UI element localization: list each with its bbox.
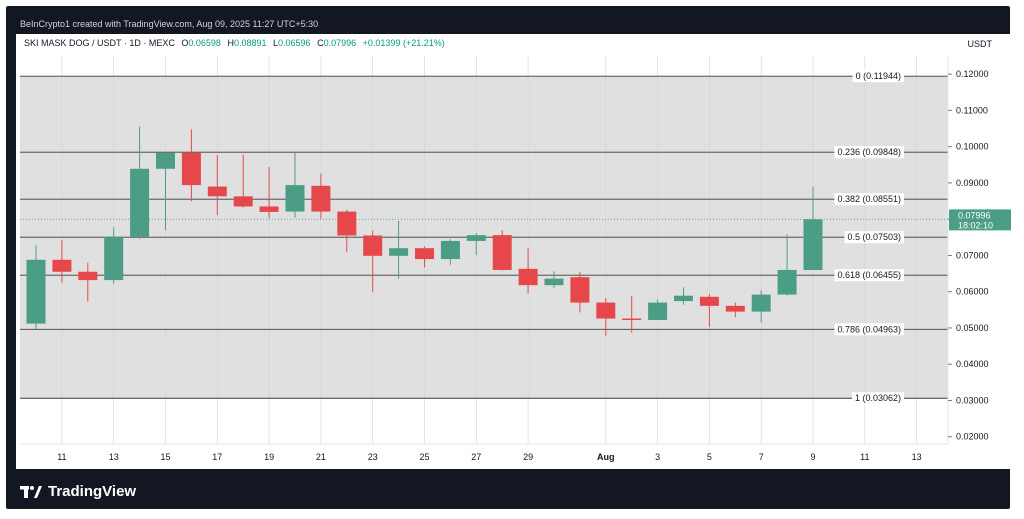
x-tick-label: 11 [860, 452, 869, 462]
candle-body [648, 302, 668, 320]
candle-body [466, 235, 486, 241]
y-tick-label: 0.02000 [956, 432, 989, 442]
candle-body [311, 185, 331, 212]
candle-body [777, 269, 797, 295]
candle-body [233, 196, 253, 207]
candle-body [363, 235, 383, 256]
chart-frame: BeInCrypto1 created with TradingView.com… [6, 6, 1012, 509]
x-tick-label: 19 [264, 452, 274, 462]
candle-body [207, 186, 227, 197]
y-tick-label: 0.09000 [956, 178, 989, 188]
candle-body [492, 235, 512, 270]
candle-body [596, 302, 616, 319]
candle-body [389, 248, 409, 256]
y-tick-label: 0.11000 [956, 105, 988, 115]
high-value: 0.08891 [233, 38, 267, 48]
fib-level-label: 0.236 (0.09848) [837, 147, 901, 157]
fib-level-label: 1 (0.03062) [855, 393, 901, 403]
candle-body [518, 268, 538, 286]
candle-body [156, 152, 175, 169]
x-tick-label: 21 [316, 452, 326, 462]
y-tick-label: 0.07000 [956, 250, 989, 260]
brand-name: TradingView [48, 483, 137, 500]
candle-body [699, 296, 719, 306]
fib-label-bg [851, 392, 904, 405]
x-tick-label: 25 [419, 452, 429, 462]
candle-body [130, 168, 150, 237]
candlestick-chart[interactable]: 0 (0.11944) 0.236 (0.09848) 0.382 (0.08551… [16, 34, 1012, 469]
x-tick-label: 29 [523, 452, 533, 462]
x-tick-label: 15 [160, 452, 170, 462]
candle-body [544, 278, 564, 286]
fib-label-bg [844, 231, 904, 244]
candle-body [622, 318, 642, 321]
candle-body [570, 277, 590, 303]
candle-body [725, 305, 745, 312]
x-tick-label: 11 [57, 452, 66, 462]
y-tick-label: 0.04000 [956, 359, 989, 369]
candle-body [337, 211, 357, 236]
tradingview-brand[interactable]: TradingView [20, 480, 136, 504]
low-value: 0.06596 [278, 38, 311, 48]
fib-level-label: 0.786 (0.04963) [837, 324, 901, 334]
candle-body [415, 248, 434, 260]
y-tick-label: 0.06000 [956, 287, 989, 297]
x-tick-label: 23 [368, 452, 378, 462]
candle-body [674, 295, 693, 302]
high-label: H [227, 38, 234, 48]
tradingview-logo-icon [20, 486, 42, 498]
close-label: C [317, 38, 324, 48]
price-unit: USDT [967, 39, 993, 49]
close-value: 0.07996 [323, 38, 357, 48]
candle-body [104, 236, 124, 281]
candle-body [26, 259, 46, 324]
candle-body [78, 271, 98, 281]
y-tick-label: 0.03000 [956, 395, 989, 405]
candle-body [285, 185, 305, 212]
y-tick-label: 0.10000 [956, 142, 989, 152]
open-value: 0.06598 [188, 38, 221, 48]
candle-body [52, 259, 72, 272]
y-tick-label: 0.12000 [956, 69, 989, 79]
fib-label-bg [834, 269, 904, 282]
fib-label-bg [852, 70, 904, 83]
x-tick-label: 3 [655, 452, 660, 462]
change-value: +0.01399 (+21.21%) [362, 38, 445, 48]
candle-body [181, 152, 201, 186]
fib-label-bg [834, 193, 904, 206]
low-label: L [273, 38, 279, 48]
bar-countdown-label: 18:02:10 [958, 220, 993, 230]
fib-level-label: 0.382 (0.08551) [837, 194, 901, 204]
chart-panel[interactable]: 0 (0.11944) 0.236 (0.09848) 0.382 (0.08551… [16, 34, 1012, 469]
y-tick-label: 0.05000 [956, 323, 989, 333]
x-tick-label: 13 [109, 452, 119, 462]
x-tick-label: 5 [707, 452, 712, 462]
candle-body [803, 219, 823, 271]
candle-body [751, 294, 771, 312]
price-axis [948, 34, 1012, 469]
credit-line: BeInCrypto1 created with TradingView.com… [20, 19, 319, 29]
x-tick-label: Aug [597, 452, 615, 462]
x-tick-label: 9 [810, 452, 815, 462]
symbol-name: SKI MASK DOG / USDT · 1D · MEXC [24, 38, 175, 48]
fib-label-bg [834, 323, 904, 336]
x-tick-label: 27 [471, 452, 481, 462]
x-tick-label: 17 [212, 452, 222, 462]
fib-level-label: 0.5 (0.07503) [847, 232, 901, 242]
fib-level-label: 0 (0.11944) [856, 71, 901, 81]
candle-body [259, 206, 279, 212]
symbol-legend: SKI MASK DOG / USDT · 1D · MEXC O0.06598… [24, 38, 445, 48]
open-label: O [181, 38, 189, 48]
last-price-label: 0.07996 [958, 210, 991, 220]
candle-body [440, 240, 460, 260]
fib-level-label: 0.618 (0.06455) [837, 270, 901, 280]
x-tick-label: 7 [759, 452, 764, 462]
fib-label-bg [834, 146, 904, 159]
last-price-tag [949, 209, 1011, 231]
x-tick-label: 13 [912, 452, 922, 462]
